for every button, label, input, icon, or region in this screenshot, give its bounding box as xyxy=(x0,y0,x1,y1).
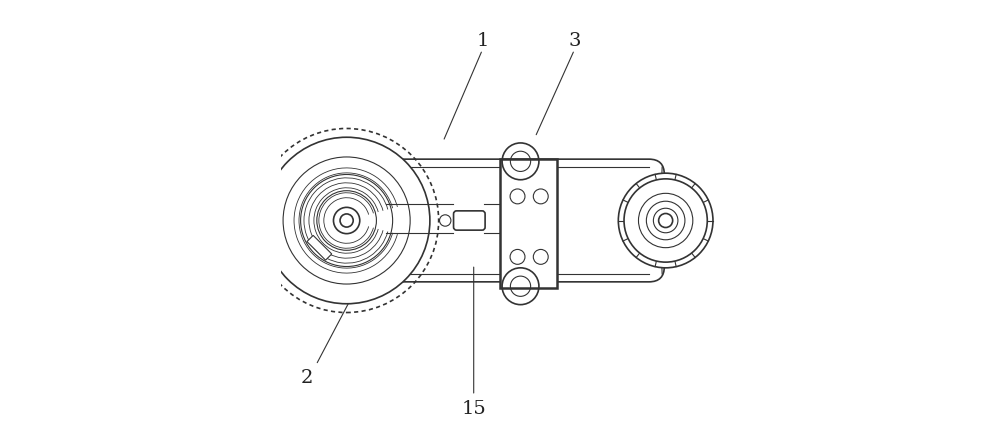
Circle shape xyxy=(340,214,353,227)
FancyBboxPatch shape xyxy=(362,159,664,282)
Circle shape xyxy=(659,213,673,228)
FancyBboxPatch shape xyxy=(454,211,485,230)
Text: 1: 1 xyxy=(476,32,489,50)
Circle shape xyxy=(624,179,707,262)
Text: 2: 2 xyxy=(301,369,313,387)
Polygon shape xyxy=(307,235,332,260)
Circle shape xyxy=(263,137,430,304)
Bar xyxy=(500,159,557,288)
Text: 15: 15 xyxy=(461,400,486,418)
Circle shape xyxy=(618,173,713,268)
Text: 3: 3 xyxy=(568,32,581,50)
